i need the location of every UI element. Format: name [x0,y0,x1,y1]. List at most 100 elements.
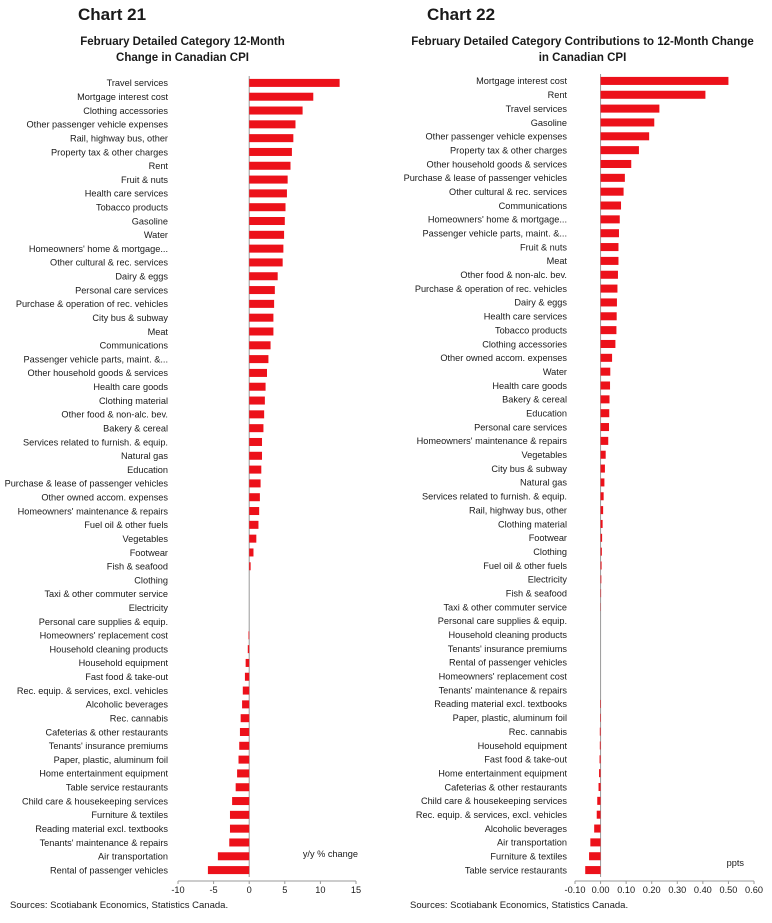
c21-category-label: Alcoholic beverages [86,700,169,710]
c22-category-label: Property tax & other charges [450,145,567,155]
c22-bar [600,506,604,515]
c22-bar [600,298,617,307]
c21-category-label: Paper, plastic, aluminum foil [54,755,168,765]
c21-bar [245,658,250,667]
c21-bar [249,78,340,87]
c22-category-label: Homeowners' home & mortgage... [428,215,567,225]
c22-category-label: Fruit & nuts [520,242,567,252]
c22-category-label: Clothing accessories [482,339,567,349]
c21-bar [249,189,287,198]
c21-bar [235,783,250,792]
c22-bar [600,159,632,169]
c22-bar [600,76,729,85]
c22-category-label: Rail, highway bus, other [469,505,567,515]
c21-bar [237,769,250,778]
c21-category-label: Electricity [129,603,169,613]
c22-category-label: Communications [499,201,568,211]
c21-bar [249,120,296,129]
c21-bar [249,382,266,391]
c21-bar [217,852,250,861]
c21-category-label: Personal care services [75,285,168,295]
c22-bar [600,215,620,224]
c22-category-label: City bus & subway [491,464,567,474]
c22-bar [600,575,602,584]
c22-bar [600,423,610,432]
c21-category-label: Household cleaning products [50,644,169,654]
c21-category-label: Personal care supplies & equip. [39,617,168,627]
c21-x-tick-label: 0 [247,885,252,895]
c22-bar [600,547,602,556]
c21-category-label: Water [144,230,168,240]
c21-category-label: Health care goods [93,382,168,392]
c21-category-label: Homeowners' home & mortgage... [29,244,168,254]
c21-category-label: Clothing [134,575,168,585]
c22-bar [600,173,625,182]
c22-category-label: Other passenger vehicle expenses [426,132,568,142]
c21-bar [249,134,294,143]
c21-bar [249,507,260,516]
c21-bar [249,341,271,350]
c22-bar [600,478,605,487]
c21-bar [249,175,288,184]
c21-bar [249,493,260,502]
c21-bar [232,797,250,806]
c21-bar [244,672,250,681]
c21-bar [247,645,250,654]
c22-category-label: Tenants' maintenance & repairs [439,685,568,695]
c21-category-label: Communications [100,341,169,351]
c22-category-label: Taxi & other commuter service [443,602,567,612]
c21-category-label: Fast food & take-out [85,672,168,682]
c22-bar [600,699,601,708]
c22-category-label: Cafeterias & other restaurants [444,782,567,792]
c21-bar [242,700,250,709]
c21-category-label: Air transportation [98,852,168,862]
c21-category-label: Fish & seafood [107,562,168,572]
c22-category-label: Fish & seafood [506,588,567,598]
c22-bar [594,824,601,833]
c21-bar [249,286,275,295]
c21-bar [249,230,285,239]
c22-category-label: Other cultural & rec. services [449,187,567,197]
c22-bar [597,796,601,805]
c22-unit-label: ppts [727,858,745,868]
c22-category-label: Clothing material [498,519,567,529]
c22-category-label: Home entertainment equipment [438,768,567,778]
c21-x-tick-label: 15 [351,885,361,895]
c21-category-label: Rental of passenger vehicles [50,865,168,875]
c22-bar [599,727,601,736]
c22-bar [589,852,601,861]
c21-category-label: Fruit & nuts [121,175,168,185]
c22-category-label: Household equipment [478,741,568,751]
c21-category-label: Footwear [130,548,168,558]
chart-21-number: Chart 21 [78,5,147,24]
c21-bar [249,396,265,405]
c21-bar [249,410,265,419]
c22-category-label: Footwear [529,533,567,543]
c21-category-label: Property tax & other charges [51,147,168,157]
c22-bar [599,741,601,750]
c21-category-label: Tenants' maintenance & repairs [40,838,169,848]
c21-bar [242,686,250,695]
c22-bar [590,838,601,847]
c22-bar [600,450,606,459]
c21-category-label: Rec. equip. & services, excl. vehicles [17,686,169,696]
c22-category-label: Homeowners' maintenance & repairs [417,436,568,446]
c22-category-label: Rent [548,90,568,100]
c21-category-label: Clothing accessories [83,106,168,116]
c22-x-tick-label: 0.30 [668,885,686,895]
c21-bar [249,548,254,557]
c22-bar [600,256,619,265]
c22-category-label: Water [543,367,567,377]
c21-category-label: Home entertainment equipment [39,769,168,779]
c22-category-label: Reading material excl. textbooks [434,699,567,709]
chart-22-source: Sources: Scotiabank Economics, Statistic… [410,900,629,911]
c21-category-label: Tobacco products [96,202,168,212]
c22-category-label: Other household goods & services [427,159,568,169]
c22-bar [600,284,618,293]
c21-bar [240,714,250,723]
c21-category-label: Other owned accom. expenses [41,493,168,503]
c22-category-label: Table service restaurants [465,865,568,875]
c22-bar [600,104,660,113]
c22-category-label: Paper, plastic, aluminum foil [453,713,567,723]
